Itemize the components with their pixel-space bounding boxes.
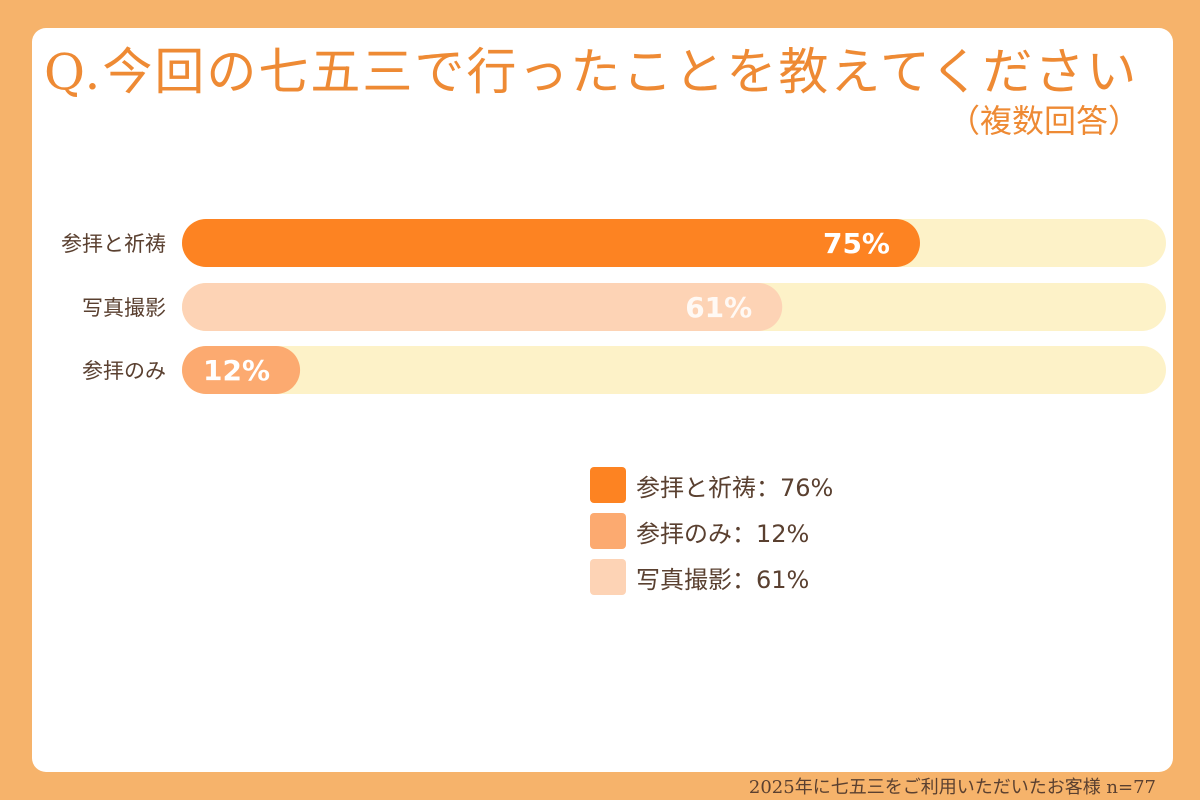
bar-1 (182, 283, 783, 331)
bar-2 (182, 346, 301, 394)
legend-item-visit-only: 参拝のみ：12% (590, 508, 833, 554)
legend-swatch-visit-only (590, 513, 626, 549)
bar-0 (182, 219, 920, 267)
category-label-2: 参拝のみ (82, 359, 166, 383)
value-label-2: 12% (203, 354, 270, 387)
value-label-0: 75% (823, 227, 890, 260)
legend-label-photo: 写真撮影：61% (636, 565, 810, 594)
legend-label-visit-only: 参拝のみ：12% (636, 519, 810, 548)
footer-note: 2025年に七五三をご利用いただいたお客様 n=77 (748, 777, 1156, 798)
legend-swatch-photo (590, 559, 626, 595)
value-label-1: 61% (685, 291, 752, 324)
legend-swatch-prayer (590, 467, 626, 503)
chart-card (32, 28, 1173, 772)
category-label-0: 参拝と祈祷 (61, 232, 166, 256)
legend-item-prayer: 参拝と祈祷：76% (590, 462, 833, 508)
legend-label-prayer: 参拝と祈祷：76% (636, 473, 834, 502)
legend-item-photo: 写真撮影：61% (590, 554, 833, 600)
chart-subtitle: （複数回答） (947, 102, 1140, 140)
chart-title: Q.今回の七五三で行ったことを教えてください (44, 43, 1139, 101)
legend: 参拝と祈祷：76% 参拝のみ：12% 写真撮影：61% (590, 462, 833, 600)
category-label-1: 写真撮影 (82, 296, 166, 320)
bar-track-2 (182, 346, 1166, 394)
